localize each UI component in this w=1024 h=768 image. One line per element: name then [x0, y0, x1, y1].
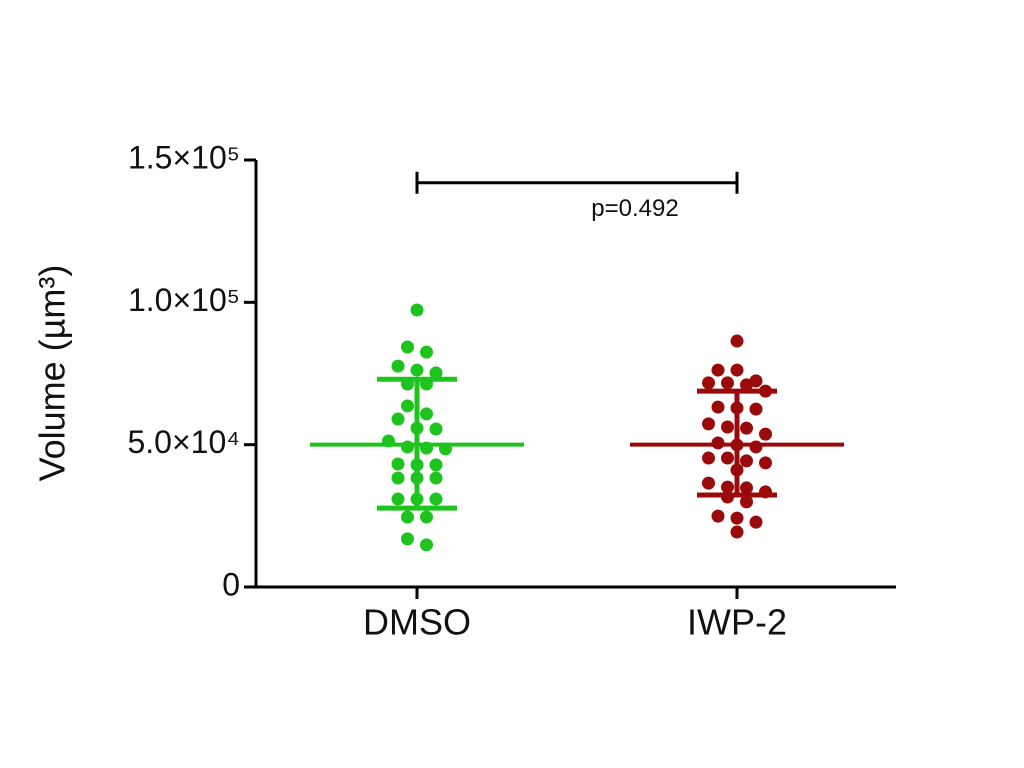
data-point [429, 366, 443, 380]
y-tick-label: 1.0×10⁵ [128, 282, 240, 318]
data-point [702, 417, 715, 431]
data-point [702, 451, 715, 465]
data-point [740, 378, 753, 392]
data-point [721, 376, 734, 390]
data-point [721, 420, 734, 434]
data-point [730, 511, 744, 525]
data-point [401, 440, 414, 454]
y-tick-label: 1.5×10⁵ [128, 139, 240, 175]
data-point [759, 427, 772, 441]
data-point [391, 457, 405, 471]
data-point [721, 451, 734, 465]
data-point [429, 422, 443, 436]
data-point [429, 492, 443, 506]
x-tick-label: IWP-2 [687, 602, 787, 643]
data-point [749, 515, 763, 529]
data-point [391, 359, 405, 373]
data-point [420, 510, 433, 524]
data-point [730, 363, 744, 377]
data-point [759, 456, 772, 470]
data-point [711, 363, 725, 377]
data-point [730, 334, 744, 348]
data-point [420, 538, 433, 552]
data-point [740, 495, 753, 509]
data-point [711, 509, 725, 523]
data-point [702, 376, 715, 390]
y-tick-label: 0 [222, 566, 240, 602]
data-point [740, 481, 753, 495]
y-tick-label: 5.0×10⁴ [127, 424, 240, 460]
data-point [401, 399, 414, 413]
x-tick-label: DMSO [363, 602, 471, 643]
data-point [401, 532, 414, 546]
data-point [401, 510, 414, 524]
p-value: p=0.492 [591, 195, 678, 222]
data-point [749, 402, 763, 416]
data-point [740, 421, 753, 435]
y-axis-label: Volume (µm³) [32, 265, 73, 482]
data-point [391, 471, 405, 485]
data-point [391, 412, 405, 426]
data-point [429, 471, 443, 485]
data-point [730, 525, 744, 539]
data-point [429, 458, 443, 472]
data-point [702, 476, 715, 490]
data-point [749, 440, 763, 454]
data-point [410, 303, 424, 317]
data-point [721, 480, 734, 494]
data-point [401, 340, 414, 354]
data-point [420, 407, 433, 421]
data-point [420, 345, 433, 359]
data-point [391, 492, 405, 506]
data-point [711, 400, 725, 414]
data-point [740, 454, 753, 468]
data-point [410, 363, 424, 377]
